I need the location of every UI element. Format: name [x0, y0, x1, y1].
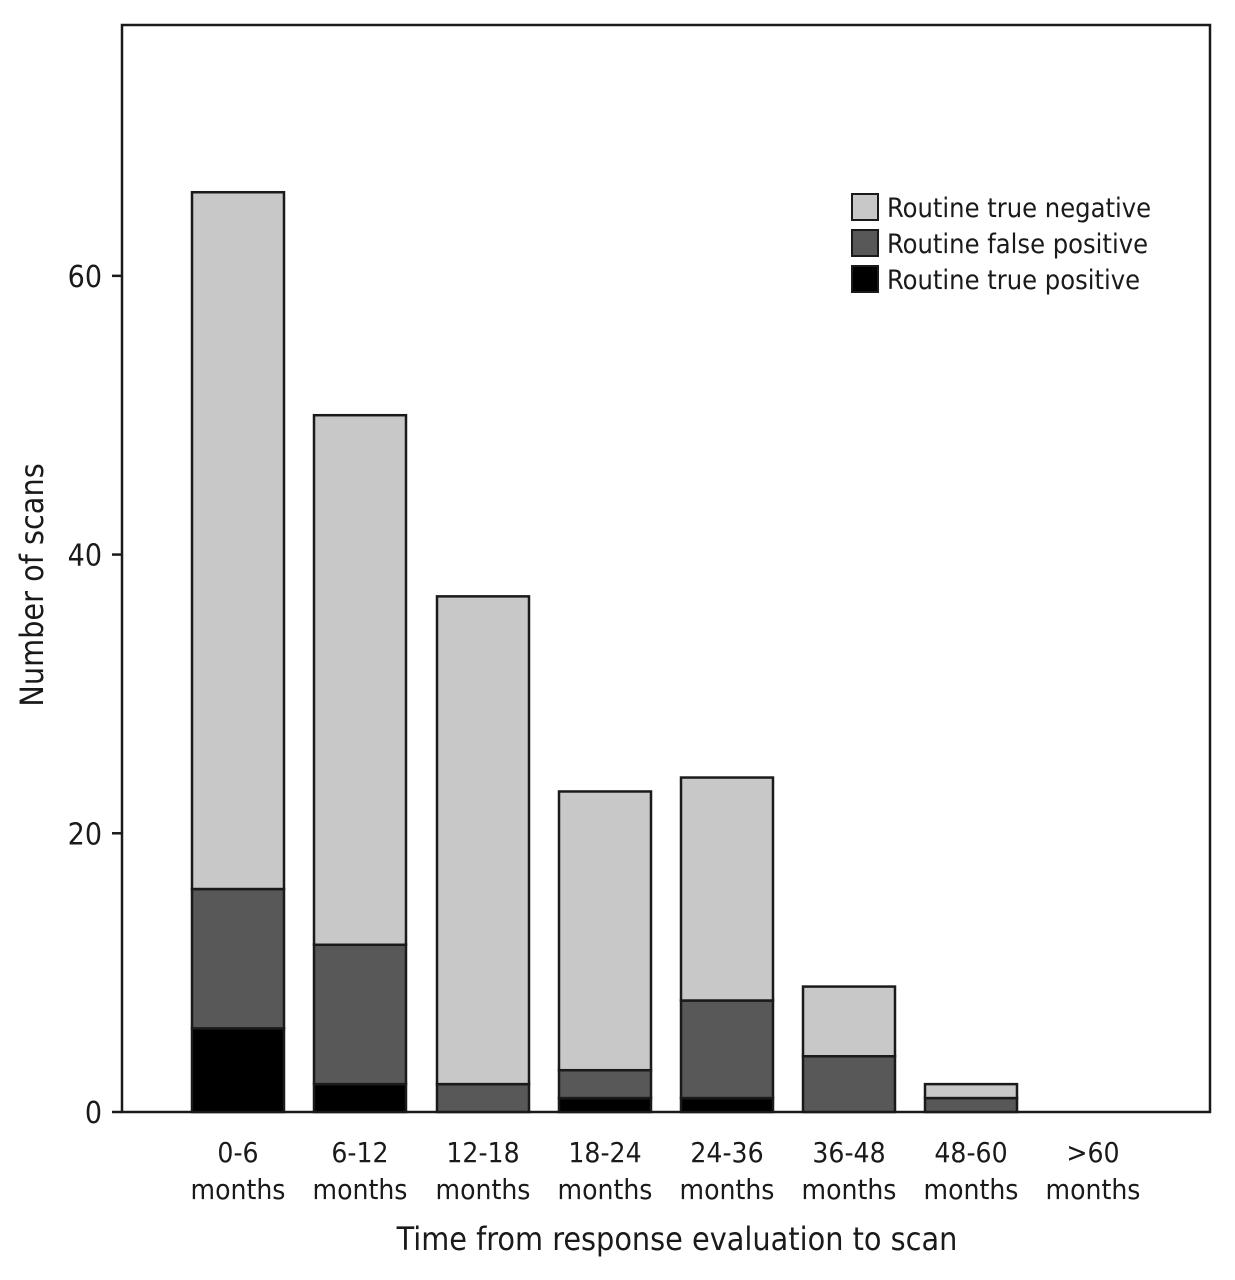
- x-tick-label-line2: months: [1046, 1173, 1141, 1206]
- bar-segment-routine-false-positive-18-24: [557, 1068, 653, 1100]
- y-tick-label: 0: [85, 1096, 102, 1131]
- x-tick-label-line2: months: [436, 1173, 531, 1206]
- x-tick-label-line2: months: [558, 1173, 653, 1206]
- bar-segment-routine-true-positive-18-24: [557, 1096, 653, 1114]
- x-tick-label: 12-18 months: [436, 1136, 531, 1206]
- x-tick-label-line1: 0-6: [217, 1136, 258, 1169]
- y-tick-label: 20: [68, 817, 102, 852]
- x-tick-label-line1: 6-12: [331, 1136, 388, 1169]
- legend-label: Routine true positive: [887, 265, 1140, 296]
- bar-segment-routine-true-negative-36-48: [801, 985, 897, 1058]
- bar-segment-routine-false-positive-36-48: [801, 1055, 897, 1114]
- x-axis-title: Time from response evaluation to scan: [396, 1220, 958, 1258]
- legend-swatch: [851, 229, 879, 257]
- x-tick-label-line1: 18-24: [568, 1136, 641, 1169]
- x-tick-label: >60 months: [1046, 1136, 1141, 1206]
- bar-segment-routine-false-positive-24-36: [679, 999, 775, 1100]
- x-tick-label-line1: 48-60: [934, 1136, 1007, 1169]
- x-tick-label-line2: months: [191, 1173, 286, 1206]
- bar-segment-routine-false-positive-48-60: [923, 1096, 1019, 1114]
- bar-segment-routine-true-negative-18-24: [557, 790, 653, 1072]
- legend-swatch: [851, 265, 879, 293]
- bar-segment-routine-true-negative-48-60: [923, 1082, 1019, 1100]
- bar-segment-routine-true-positive-6-12: [312, 1082, 408, 1114]
- x-tick-label: 18-24 months: [558, 1136, 653, 1206]
- y-tick-label: 40: [68, 539, 102, 574]
- bar-segment-routine-false-positive-6-12: [312, 943, 408, 1086]
- bar-segment-routine-true-negative-24-36: [679, 776, 775, 1002]
- legend-label: Routine true negative: [887, 193, 1151, 224]
- x-tick-label-line1: 12-18: [446, 1136, 519, 1169]
- x-tick-label-line1: 36-48: [812, 1136, 885, 1169]
- x-tick-label: 24-36 months: [680, 1136, 775, 1206]
- legend-swatch: [851, 193, 879, 221]
- bar-segment-routine-false-positive-12-18: [435, 1082, 531, 1114]
- x-tick-label-line2: months: [680, 1173, 775, 1206]
- bar-segment-routine-true-positive-0-6: [190, 1027, 286, 1114]
- bar-segment-routine-true-negative-12-18: [435, 595, 531, 1086]
- x-tick-label: 0-6 months: [191, 1136, 286, 1206]
- x-tick-label-line2: months: [924, 1173, 1019, 1206]
- x-tick-label: 36-48 months: [802, 1136, 897, 1206]
- y-axis-title: Number of scans: [13, 463, 51, 706]
- x-tick-label-line1: >60: [1066, 1136, 1119, 1169]
- plot-frame: [120, 23, 1212, 1114]
- x-tick-label-line2: months: [313, 1173, 408, 1206]
- bar-segment-routine-true-negative-0-6: [190, 190, 286, 891]
- bar-segment-routine-false-positive-0-6: [190, 887, 286, 1030]
- x-tick-label-line1: 24-36: [690, 1136, 763, 1169]
- x-tick-label-line2: months: [802, 1173, 897, 1206]
- bar-segment-routine-true-positive-24-36: [679, 1096, 775, 1114]
- x-tick-label: 6-12 months: [313, 1136, 408, 1206]
- bar-segment-routine-true-negative-6-12: [312, 413, 408, 947]
- y-tick-label: 60: [68, 260, 102, 295]
- x-tick-label: 48-60 months: [924, 1136, 1019, 1206]
- legend-label: Routine false positive: [887, 229, 1148, 260]
